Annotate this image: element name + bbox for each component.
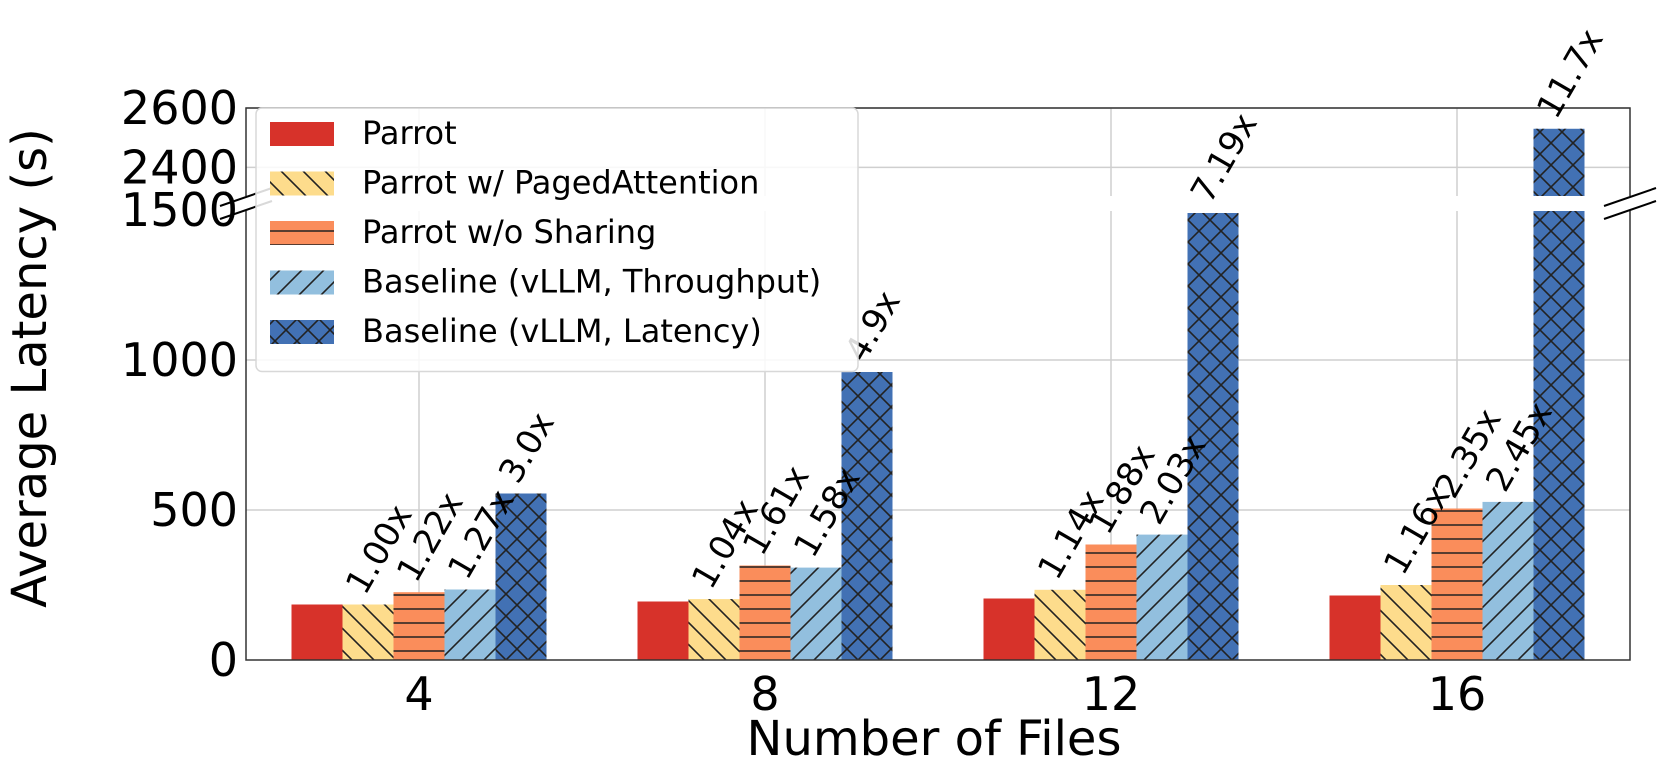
bar-hatch [1187, 213, 1239, 660]
data-label: 7.19x [1183, 107, 1266, 210]
y-tick-label: 0 [209, 633, 238, 687]
bar-hatch [1085, 544, 1137, 660]
legend-entry: Parrot [362, 114, 457, 152]
data-label: 11.7x [1529, 22, 1612, 125]
legend-swatch-hatch [270, 320, 334, 344]
bar-hatch [1533, 210, 1585, 660]
bar-hatch [1482, 501, 1534, 660]
x-axis-label: Number of Files [747, 711, 1122, 767]
bar-hatch [1034, 589, 1086, 660]
y-tick-label: 2600 [121, 81, 238, 135]
y-tick-label: 1500 [121, 183, 238, 237]
bar-hatch [1380, 585, 1432, 660]
y-axis-label: Average Latency (s) [2, 128, 58, 608]
x-tick-label: 16 [1428, 667, 1487, 721]
y-tick-label: 2400 [121, 140, 238, 194]
axis-break-mark [1603, 187, 1657, 207]
y-tick-label: 500 [150, 483, 238, 537]
y-tick-label: 1000 [121, 333, 238, 387]
bar-hatch [739, 565, 791, 660]
bar-hatch [1533, 128, 1585, 197]
legend-swatch-hatch [270, 270, 334, 295]
bar [291, 604, 343, 660]
bar-hatch [1431, 508, 1483, 660]
bar-hatch [393, 592, 445, 660]
legend-entry: Baseline (vLLM, Latency) [362, 312, 762, 350]
data-label: 3.0x [491, 406, 563, 490]
legend-entry: Parrot w/ PagedAttention [362, 164, 759, 202]
bar-hatch [1136, 534, 1188, 660]
legend-entry: Baseline (vLLM, Throughput) [362, 263, 821, 301]
bar-hatch [841, 372, 893, 660]
legend-swatch [270, 122, 334, 146]
x-tick-label: 4 [404, 667, 433, 721]
bar-hatch [444, 589, 496, 660]
bar-hatch [495, 493, 547, 660]
x-tick-label: 8 [750, 667, 779, 721]
legend: Parrot Parrot w/ PagedAttention Parrot w/o… [255, 107, 859, 373]
bar [637, 601, 689, 660]
legend-swatch-hatch [270, 171, 334, 196]
legend-box [255, 107, 859, 373]
bars [291, 128, 1585, 660]
axis-break-mark [1603, 200, 1657, 220]
legend-entry: Parrot w/o Sharing [362, 213, 656, 251]
legend-swatch-hatch [270, 221, 334, 245]
bar [1329, 595, 1381, 660]
x-tick-label: 12 [1082, 667, 1141, 721]
bar [983, 598, 1035, 660]
bar-hatch [790, 567, 842, 660]
bar-hatch [342, 604, 394, 660]
bar-hatch [688, 599, 740, 660]
